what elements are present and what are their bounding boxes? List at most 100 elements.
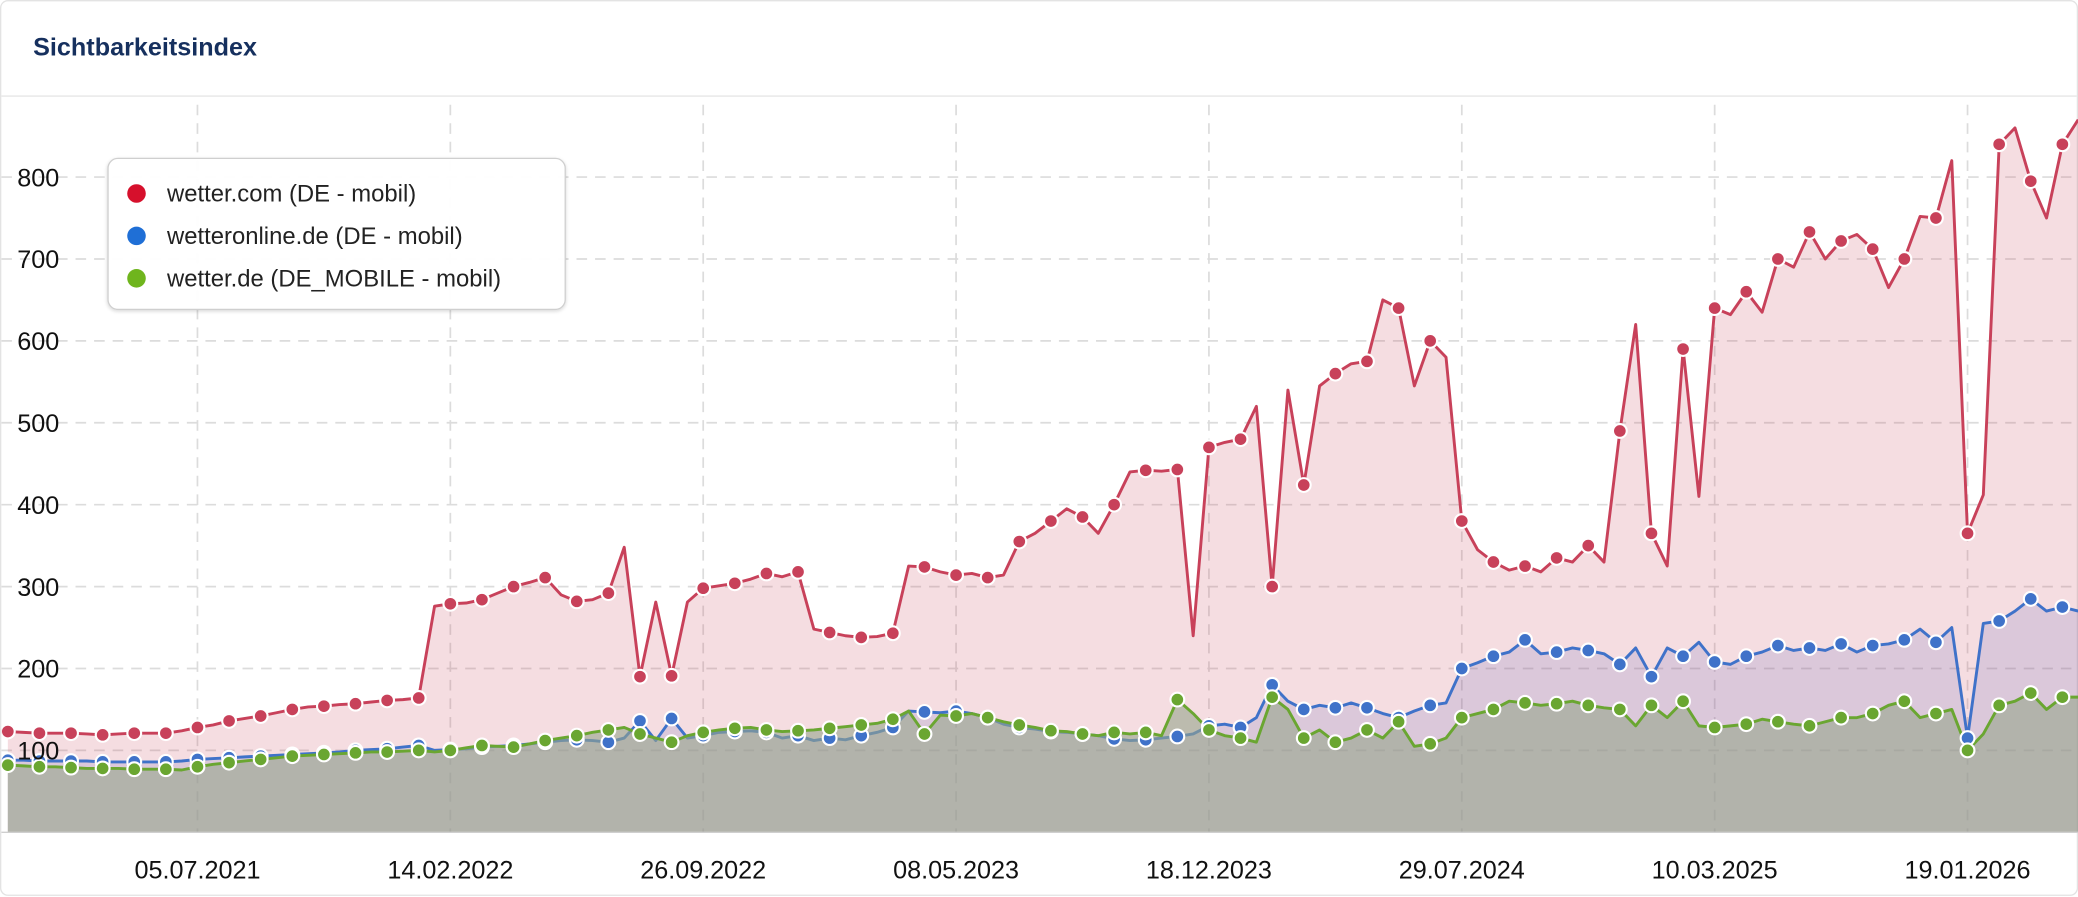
data-point xyxy=(1611,701,1628,718)
data-point xyxy=(1074,509,1091,525)
data-point xyxy=(1,723,16,740)
data-point xyxy=(410,742,427,759)
data-point xyxy=(695,724,712,741)
data-point xyxy=(632,668,648,685)
data-point xyxy=(126,725,143,742)
data-point xyxy=(473,737,490,754)
x-tick-label: 10.03.2025 xyxy=(1652,857,1778,885)
legend-label: wetter.de (DE_MOBILE - mobil) xyxy=(166,264,502,291)
data-point xyxy=(1390,713,1407,730)
data-point xyxy=(663,710,680,727)
data-point xyxy=(916,726,933,742)
x-tick-label: 18.12.2023 xyxy=(1146,857,1272,885)
y-tick-label: 300 xyxy=(17,574,59,602)
data-point xyxy=(568,593,585,610)
data-point xyxy=(1548,644,1565,661)
data-point xyxy=(2022,590,2039,607)
data-point xyxy=(2022,685,2039,702)
data-point xyxy=(379,744,396,760)
data-point xyxy=(284,701,301,718)
legend-item-wetteronline[interactable]: wetteronline.de (DE - mobil) xyxy=(127,215,564,257)
data-point xyxy=(252,751,269,768)
data-point xyxy=(1042,722,1059,739)
data-point xyxy=(189,719,206,736)
y-tick-label: 100 xyxy=(17,738,59,766)
data-point xyxy=(1769,637,1786,654)
data-point xyxy=(1801,717,1818,734)
legend-label: wetteronline.de (DE - mobil) xyxy=(166,221,463,249)
data-point xyxy=(1264,578,1281,595)
divider xyxy=(1,95,2077,97)
data-point xyxy=(410,690,427,706)
data-point xyxy=(1422,332,1439,349)
legend-item-wetter-com[interactable]: wetter.com (DE - mobil) xyxy=(127,172,564,214)
data-point xyxy=(157,725,174,742)
data-point xyxy=(1959,525,1976,542)
data-point xyxy=(790,722,806,739)
data-point xyxy=(1169,728,1186,745)
data-point xyxy=(1295,730,1312,747)
data-point xyxy=(1706,300,1723,317)
data-point xyxy=(1864,705,1881,722)
data-point xyxy=(1991,697,2008,714)
data-point xyxy=(1485,648,1502,665)
data-point xyxy=(1517,694,1533,711)
data-point xyxy=(379,692,396,709)
x-tick-label: 29.07.2024 xyxy=(1399,857,1525,885)
data-point xyxy=(1675,693,1692,710)
data-point xyxy=(948,708,965,724)
data-point xyxy=(347,695,364,712)
data-point xyxy=(1137,462,1154,479)
data-point xyxy=(568,727,585,744)
data-point xyxy=(505,578,522,595)
legend-item-wetter-de[interactable]: wetter.de (DE_MOBILE - mobil) xyxy=(127,257,564,299)
data-point xyxy=(1864,241,1881,258)
data-point xyxy=(2054,136,2071,153)
data-point xyxy=(916,558,933,575)
data-point xyxy=(1548,549,1565,566)
data-point xyxy=(1359,721,1375,738)
data-point xyxy=(1896,693,1913,710)
data-point xyxy=(1643,697,1660,714)
data-point xyxy=(695,580,712,597)
series-dot-icon xyxy=(127,226,146,246)
data-point xyxy=(884,625,901,642)
chart-title: Sichtbarkeitsindex xyxy=(33,34,258,63)
series-dot-icon xyxy=(127,184,146,203)
data-point xyxy=(63,759,79,776)
data-point xyxy=(1927,634,1944,651)
data-point xyxy=(189,758,206,775)
data-point xyxy=(1169,691,1186,708)
data-point xyxy=(853,717,870,733)
data-point xyxy=(600,721,617,738)
data-point xyxy=(821,624,838,641)
data-point xyxy=(1611,423,1628,439)
data-point xyxy=(1106,496,1123,513)
data-point xyxy=(1295,477,1312,493)
data-point xyxy=(979,709,996,726)
data-point xyxy=(1517,558,1533,575)
data-point xyxy=(948,567,965,584)
data-point xyxy=(94,726,111,743)
data-point xyxy=(1580,697,1597,714)
data-point xyxy=(537,569,554,586)
data-point xyxy=(1422,697,1439,714)
data-point xyxy=(1169,461,1186,478)
data-point xyxy=(537,732,554,749)
data-point xyxy=(315,698,332,715)
data-point xyxy=(1991,136,2008,153)
data-point xyxy=(1517,631,1533,648)
data-point xyxy=(916,703,933,720)
x-tick-label: 26.09.2022 xyxy=(640,857,766,885)
data-point xyxy=(1011,717,1028,733)
data-point xyxy=(1485,554,1502,570)
data-point xyxy=(2054,599,2071,616)
data-point xyxy=(1801,640,1818,656)
data-point xyxy=(632,726,648,742)
data-point xyxy=(157,761,174,778)
data-point xyxy=(94,760,111,777)
x-tick-label: 08.05.2023 xyxy=(893,857,1019,885)
x-tick-label: 14.02.2022 xyxy=(387,857,513,885)
data-point xyxy=(1453,660,1470,677)
